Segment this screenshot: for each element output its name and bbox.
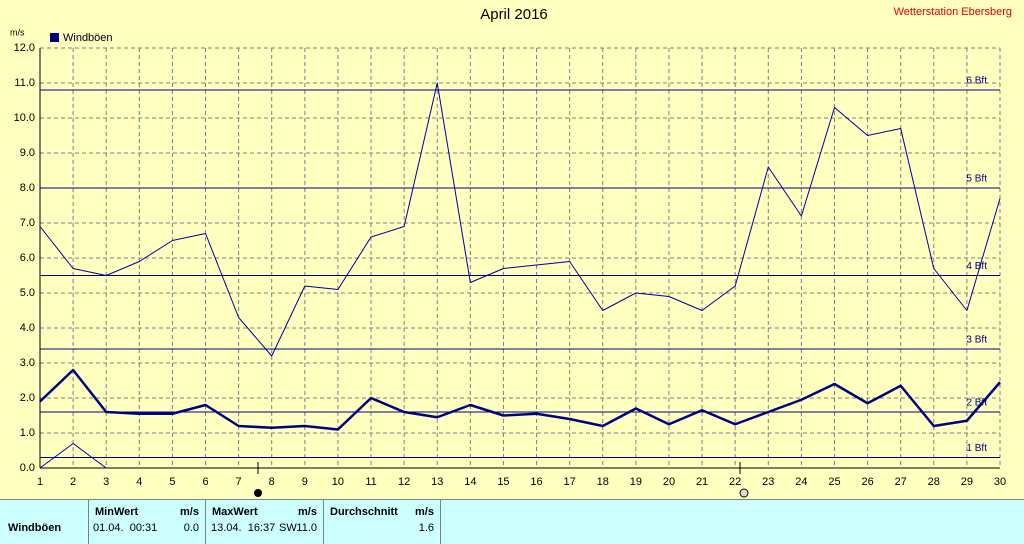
x-tick-label: 23 <box>762 476 774 488</box>
max-col: MaxWert m/s 13.04. 16:37 SW 11.0 <box>206 500 324 544</box>
x-tick-label: 25 <box>828 476 840 488</box>
series-line <box>39 368 1001 431</box>
min-value: 0.0 <box>183 522 199 534</box>
x-tick-label: 16 <box>530 476 542 488</box>
x-tick-label: 13 <box>431 476 443 488</box>
max-value: 11.0 <box>296 522 317 534</box>
y-tick-label: 5.0 <box>20 287 35 299</box>
y-tick-label: 1.0 <box>20 427 35 439</box>
bft-label: 4 Bft <box>966 261 987 272</box>
legend-label: Windböen <box>63 32 113 44</box>
x-tick-label: 3 <box>103 476 109 488</box>
avg-col: Durchschnitt m/s 1.6 <box>324 500 441 544</box>
col-title: MaxWert <box>212 506 258 518</box>
row-label: Windböen <box>8 522 62 534</box>
x-tick-label: 17 <box>564 476 576 488</box>
x-tick-label: 18 <box>597 476 609 488</box>
series-line <box>39 82 1001 357</box>
x-tick-label: 7 <box>236 476 242 488</box>
x-tick-label: 28 <box>928 476 940 488</box>
x-tick-label: 4 <box>136 476 142 488</box>
col-unit: m/s <box>415 506 434 518</box>
x-tick-label: 5 <box>169 476 175 488</box>
x-tick-label: 22 <box>729 476 741 488</box>
y-tick-label: 3.0 <box>20 357 35 369</box>
bft-label: 6 Bft <box>966 76 987 87</box>
row-label-col: Windböen <box>0 500 89 544</box>
bft-label: 5 Bft <box>966 174 987 185</box>
col-unit: m/s <box>298 506 317 518</box>
y-tick-label: 2.0 <box>20 392 35 404</box>
y-tick-label: 11.0 <box>14 77 35 89</box>
x-tick-label: 15 <box>497 476 509 488</box>
x-tick-label: 20 <box>663 476 675 488</box>
x-tick-label: 14 <box>464 476 476 488</box>
x-tick-label: 11 <box>365 476 376 488</box>
bft-label: 1 Bft <box>966 443 987 454</box>
col-unit: m/s <box>180 506 199 518</box>
legend-swatch <box>50 33 59 42</box>
chart: April 2016 Wetterstation Ebersberg m/s W… <box>10 6 1012 498</box>
y-tick-label: 12.0 <box>14 42 35 54</box>
y-tick-label: 10.0 <box>14 112 35 124</box>
min-col: MinWert m/s 01.04. 00:31 0.0 <box>89 500 206 544</box>
max-time: 13.04. 16:37 <box>211 522 276 534</box>
station-name: Wetterstation Ebersberg <box>894 6 1012 18</box>
x-tick-label: 26 <box>861 476 873 488</box>
chart-title: April 2016 <box>480 6 548 23</box>
y-tick-label: 9.0 <box>20 147 35 159</box>
x-tick-label: 8 <box>269 476 275 488</box>
x-tick-label: 24 <box>795 476 807 488</box>
x-tick-label: 2 <box>70 476 76 488</box>
bft-label: 3 Bft <box>966 335 987 346</box>
y-tick-label: 8.0 <box>20 182 35 194</box>
stats-table: Windböen MinWert m/s 01.04. 00:31 0.0 Ma… <box>0 499 1024 544</box>
y-tick-label: 0.0 <box>20 462 35 474</box>
x-tick-label: 10 <box>332 476 344 488</box>
max-direction: SW <box>279 522 297 534</box>
x-tick-label: 6 <box>202 476 208 488</box>
x-tick-label: 29 <box>961 476 973 488</box>
min-time: 01.04. 00:31 <box>93 522 158 534</box>
col-title: MinWert <box>95 506 139 518</box>
x-tick-label: 1 <box>37 476 43 488</box>
bft-label: 2 Bft <box>966 398 987 409</box>
col-title: Durchschnitt <box>330 506 398 518</box>
avg-value: 1.6 <box>418 522 434 534</box>
x-tick-label: 27 <box>895 476 907 488</box>
full-moon <box>739 488 749 498</box>
new-moon <box>254 489 262 497</box>
y-tick-label: 4.0 <box>20 322 35 334</box>
y-tick-label: 7.0 <box>20 217 35 229</box>
y-unit: m/s <box>10 27 25 37</box>
x-tick-label: 19 <box>630 476 642 488</box>
y-tick-label: 6.0 <box>20 252 35 264</box>
x-tick-label: 30 <box>994 476 1006 488</box>
series-line <box>39 443 107 469</box>
x-tick-label: 21 <box>696 476 708 488</box>
x-tick-label: 9 <box>302 476 308 488</box>
x-tick-label: 12 <box>398 476 410 488</box>
